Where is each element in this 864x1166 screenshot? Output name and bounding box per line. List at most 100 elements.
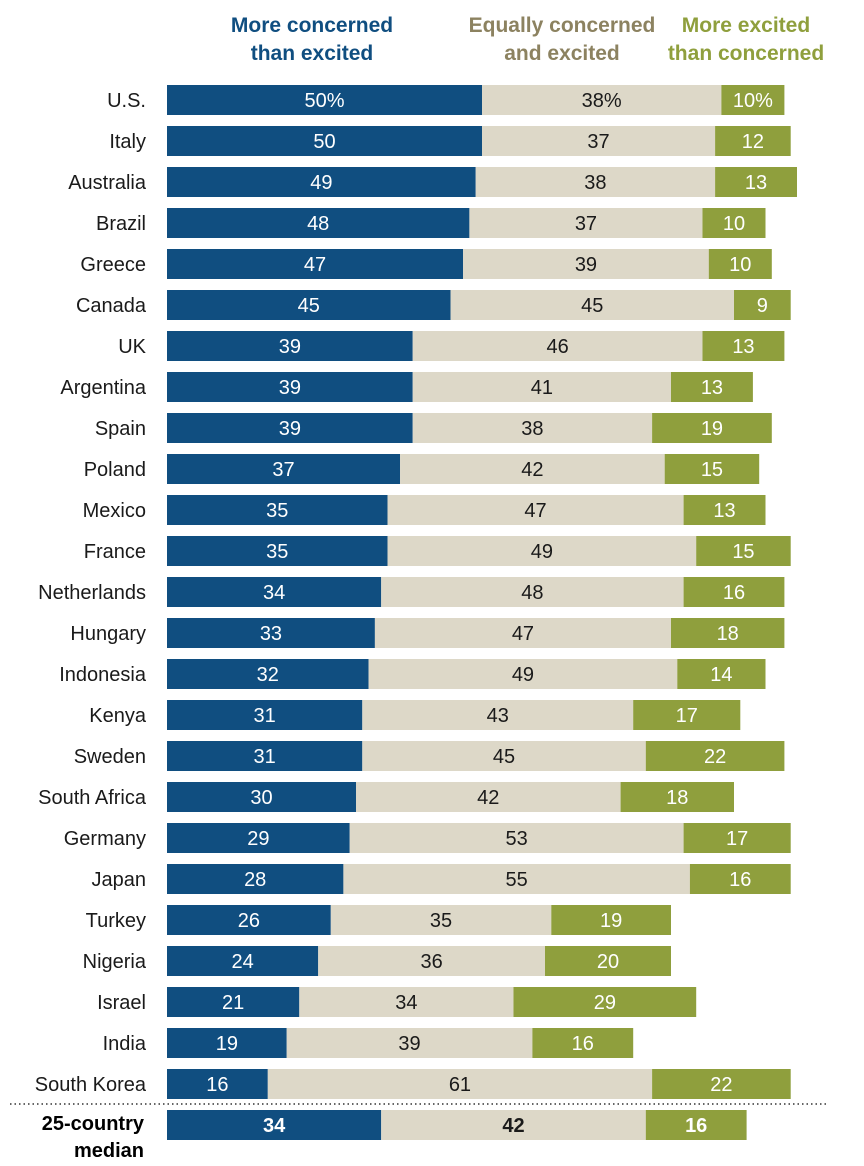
bar-row: Canada 45 45 9 [76, 290, 791, 320]
legend: More concerned than excited Equally conc… [231, 14, 824, 65]
row-equal-label: 38 [521, 418, 543, 440]
row-excited-bar [696, 536, 791, 566]
row-equal-label: 37 [587, 131, 609, 153]
row-equal-bar [374, 618, 671, 648]
row-concerned-bar [167, 905, 331, 935]
row-excited-bar [683, 495, 766, 525]
row-equal-bar [362, 741, 646, 771]
country-label: South Africa [38, 787, 147, 809]
country-label: Italy [109, 131, 146, 153]
row-concerned-bar [167, 85, 482, 115]
row-equal-bar [475, 167, 716, 197]
row-excited-label: 19 [600, 910, 622, 932]
row-excited-bar [683, 823, 791, 853]
country-label: Mexico [83, 500, 146, 522]
bar-row: Argentina 39 41 13 [60, 372, 753, 402]
row-excited-label: 13 [713, 500, 735, 522]
row-equal-bar [387, 495, 684, 525]
median-excited-label: 16 [685, 1115, 707, 1137]
row-equal-bar [412, 413, 653, 443]
row-excited-label: 19 [701, 418, 723, 440]
bar-rows: U.S. 50% 38% 10% Italy 50 37 12 Australia 49 38 13 B… [35, 85, 797, 1099]
row-concerned-label: 33 [260, 623, 282, 645]
row-excited-label: 16 [572, 1033, 594, 1055]
country-label: India [103, 1033, 147, 1055]
country-label: Hungary [70, 623, 146, 645]
row-equal-label: 49 [531, 541, 553, 563]
median-row: 25-country median 34 42 16 [42, 1110, 747, 1162]
row-concerned-bar [167, 495, 388, 525]
row-concerned-label: 35 [266, 541, 288, 563]
row-concerned-label: 45 [298, 295, 320, 317]
row-concerned-bar [167, 1069, 268, 1099]
row-concerned-bar [167, 577, 382, 607]
row-concerned-bar [167, 700, 363, 730]
row-concerned-label: 39 [279, 418, 301, 440]
row-equal-label: 41 [531, 377, 553, 399]
row-excited-bar [664, 454, 760, 484]
country-label: Israel [97, 992, 146, 1014]
row-excited-bar [721, 85, 785, 115]
row-concerned-label: 37 [272, 459, 294, 481]
row-concerned-bar [167, 372, 413, 402]
row-equal-bar [482, 126, 716, 156]
country-label: Netherlands [38, 582, 146, 604]
country-label: Japan [92, 869, 147, 891]
row-excited-bar [633, 700, 741, 730]
row-equal-bar [318, 946, 545, 976]
row-excited-bar [715, 126, 791, 156]
row-equal-label: 45 [581, 295, 603, 317]
row-excited-bar [532, 1028, 634, 1058]
bar-row: India 19 39 16 [103, 1028, 634, 1058]
row-equal-bar [412, 372, 671, 402]
bar-row: Poland 37 42 15 [84, 454, 760, 484]
row-concerned-label: 35 [266, 500, 288, 522]
row-excited-label: 17 [676, 705, 698, 727]
row-excited-label: 20 [597, 951, 619, 973]
row-excited-bar [715, 167, 797, 197]
row-concerned-label: 29 [247, 828, 269, 850]
row-concerned-bar [167, 987, 300, 1017]
row-concerned-bar [167, 249, 464, 279]
row-concerned-bar [167, 331, 413, 361]
row-concerned-label: 47 [304, 254, 326, 276]
row-excited-bar [652, 413, 772, 443]
bar-row: Australia 49 38 13 [68, 167, 797, 197]
row-equal-bar [400, 454, 665, 484]
bar-row: Greece 47 39 10 [80, 249, 772, 279]
row-equal-bar [463, 249, 709, 279]
country-label: UK [118, 336, 146, 358]
row-excited-label: 10% [733, 90, 773, 112]
country-label: Indonesia [59, 664, 147, 686]
row-excited-bar [671, 372, 753, 402]
row-concerned-bar [167, 454, 401, 484]
row-excited-label: 18 [666, 787, 688, 809]
bar-row: Mexico 35 47 13 [83, 495, 766, 525]
row-excited-label: 16 [723, 582, 745, 604]
row-equal-label: 38 [584, 172, 606, 194]
row-excited-label: 14 [710, 664, 732, 686]
row-concerned-label: 48 [307, 213, 329, 235]
bar-row: UK 39 46 13 [118, 331, 785, 361]
country-label: U.S. [107, 90, 146, 112]
row-equal-label: 39 [398, 1033, 420, 1055]
country-label: Germany [64, 828, 146, 850]
bar-row: France 35 49 15 [84, 536, 791, 566]
row-excited-bar [645, 741, 785, 771]
row-equal-label: 43 [487, 705, 509, 727]
row-equal-bar [469, 208, 703, 238]
row-equal-bar [356, 782, 621, 812]
row-concerned-bar [167, 618, 375, 648]
row-equal-bar [450, 290, 734, 320]
row-excited-label: 17 [726, 828, 748, 850]
row-equal-bar [286, 1028, 533, 1058]
row-equal-bar [412, 331, 703, 361]
row-equal-label: 39 [575, 254, 597, 276]
bar-row: Spain 39 38 19 [95, 413, 772, 443]
row-equal-bar [299, 987, 514, 1017]
row-equal-bar [381, 577, 684, 607]
country-label: Poland [84, 459, 146, 481]
row-equal-label: 42 [477, 787, 499, 809]
row-equal-bar [368, 659, 678, 689]
row-equal-label: 55 [506, 869, 528, 891]
